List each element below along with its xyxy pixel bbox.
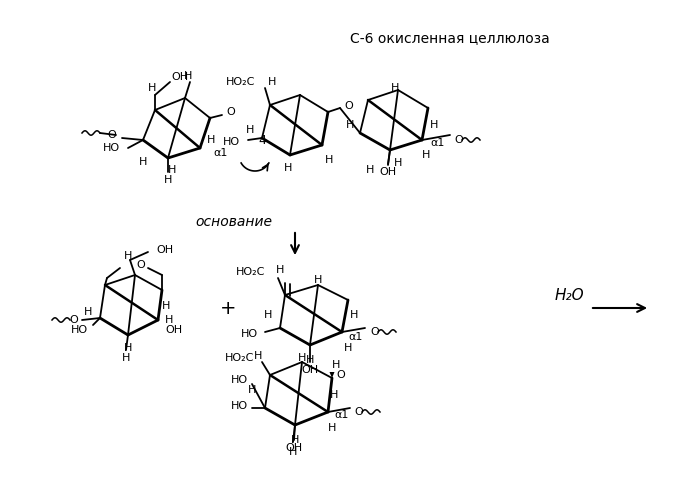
Text: H: H <box>124 251 132 261</box>
Text: OH: OH <box>156 245 173 255</box>
Text: H: H <box>391 83 399 93</box>
Text: O: O <box>354 407 363 417</box>
Text: H: H <box>290 435 299 445</box>
Text: H₂O: H₂O <box>555 287 584 302</box>
Text: OH: OH <box>302 365 318 375</box>
Text: H: H <box>328 423 337 433</box>
Text: H: H <box>306 355 314 365</box>
Text: HO: HO <box>71 325 88 335</box>
Text: OH: OH <box>379 167 397 177</box>
Polygon shape <box>330 372 335 378</box>
Text: HO: HO <box>223 137 240 147</box>
Text: 4: 4 <box>258 134 266 147</box>
Text: H: H <box>330 390 338 400</box>
Text: O: O <box>454 135 463 145</box>
Text: H: H <box>284 163 292 173</box>
Text: α1: α1 <box>213 148 228 158</box>
Text: H: H <box>168 165 176 175</box>
Text: H: H <box>165 315 174 325</box>
Text: O: O <box>226 107 234 117</box>
Text: H: H <box>248 385 256 395</box>
Text: H: H <box>366 165 375 175</box>
Text: H: H <box>148 83 156 93</box>
Text: O: O <box>69 315 78 325</box>
Text: H: H <box>314 275 322 285</box>
Text: HO: HO <box>231 375 248 385</box>
Text: HO₂C: HO₂C <box>236 267 265 277</box>
Text: HO: HO <box>231 401 248 411</box>
Text: H: H <box>268 77 277 87</box>
Text: H: H <box>246 125 254 135</box>
Text: H: H <box>422 150 430 160</box>
Text: H: H <box>276 265 284 275</box>
Text: H: H <box>325 155 333 165</box>
Text: OH: OH <box>165 325 182 335</box>
Text: H: H <box>350 310 358 320</box>
Text: HO₂C: HO₂C <box>225 77 255 87</box>
Text: O: O <box>344 101 353 111</box>
Text: O: O <box>107 130 116 140</box>
Text: H: H <box>84 307 92 317</box>
Text: H: H <box>264 310 272 320</box>
Text: O: O <box>136 260 145 270</box>
Text: H: H <box>346 120 354 130</box>
Text: OH: OH <box>286 443 302 453</box>
Text: H: H <box>162 301 170 311</box>
Text: H: H <box>184 71 192 81</box>
Text: α1: α1 <box>430 138 444 148</box>
Text: H: H <box>207 135 216 145</box>
Text: O: O <box>336 370 344 380</box>
Text: α1: α1 <box>334 410 349 420</box>
Text: С-6 окисленная целлюлоза: С-6 окисленная целлюлоза <box>350 31 550 45</box>
Text: H: H <box>298 353 306 363</box>
Text: H: H <box>253 351 262 361</box>
Text: H: H <box>139 157 147 167</box>
Text: OH: OH <box>172 72 188 82</box>
Text: H: H <box>289 447 298 457</box>
Text: H: H <box>124 343 132 353</box>
Text: H: H <box>344 343 352 353</box>
Text: H: H <box>430 120 438 130</box>
Text: HO: HO <box>241 329 258 339</box>
Text: O: O <box>370 327 379 337</box>
Text: H: H <box>394 158 402 168</box>
Text: HO: HO <box>103 143 120 153</box>
Text: α1: α1 <box>348 332 363 342</box>
Text: H: H <box>122 353 130 363</box>
Text: H: H <box>332 360 340 370</box>
Text: HO₂C: HO₂C <box>225 353 254 363</box>
Text: +: + <box>220 298 237 317</box>
Text: H: H <box>164 175 172 185</box>
Text: основание: основание <box>195 215 272 229</box>
